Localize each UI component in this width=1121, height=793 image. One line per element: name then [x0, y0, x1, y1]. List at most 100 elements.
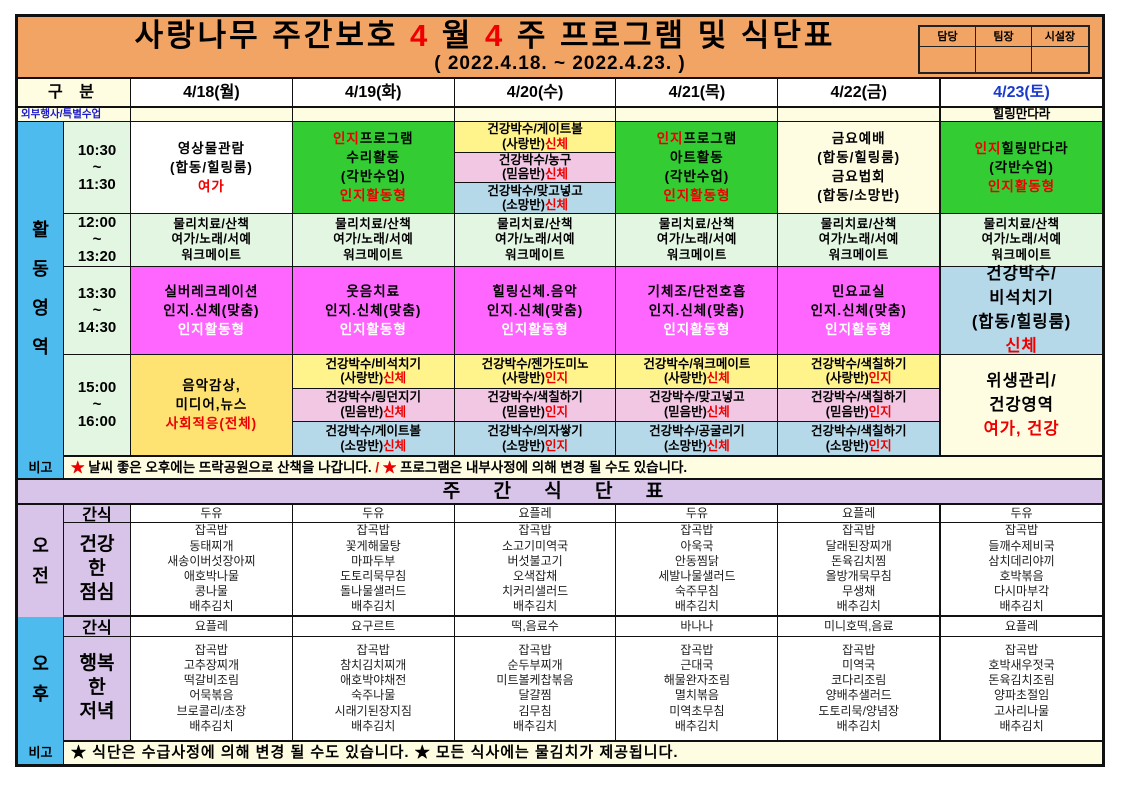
program-cell: 금요예배 (합동/힐링룸) 금요법회 (합동/소망반) [778, 121, 941, 213]
snack-label: 간식 [64, 504, 131, 524]
program-cell: 건강박수/비석치기 (사랑반)신체 건강박수/링던지기 (믿음반)신체 건강박수/게이트… [292, 354, 455, 455]
afternoon-menu-block: 오 후 간식 요플레 요구르트 떡,음료수 바나나 미니호떡,음료 요플레 행복… [18, 616, 1102, 742]
dinner-row: 행복 한 저녁 잡곡밥 고추장찌개 떡갈비조림 어묵볶음 브로콜리/초장 배추김… [64, 636, 1102, 742]
morning-menu-block: 오 전 간식 두유 두유 요플레 두유 요플레 두유 건강 한 점심 잡곡밥 동… [18, 504, 1102, 617]
program-cell: 건강박수/게이트볼 (사랑반)신체 건강박수/농구 (믿음반)신체 건강박수/맞고넣고(… [454, 121, 617, 213]
dinner-menu-cell: 잡곡밥 미역국 코다리조림 양배추샐러드 도토리묵/양념장 배추김치 [778, 636, 941, 740]
menu-section-title: 주 간 식 단 표 [18, 479, 1102, 505]
program-cell: 물리치료/산책 여가/노래/서예 워크메이트 [778, 213, 941, 266]
snack-label: 간식 [64, 616, 131, 637]
day-header-row: 구 분 4/18(월) 4/19(화) 4/20(수) 4/21(목) 4/22… [18, 78, 1102, 108]
program-cell: 위생관리/건강영역 여가, 건강 [940, 354, 1102, 455]
program-cell: 인지힐링만다라 (각반수업) 인지활동형 [940, 121, 1102, 213]
remark-label: 비고 [18, 741, 64, 765]
signoff-table: 담당 팀장 시설장 [918, 25, 1090, 74]
program-subcell: 건강박수/공굴리기 (소망반)신체 [616, 422, 778, 455]
lunch-menu-cell: 잡곡밥 동태찌개 새송이버섯장아찌 애호박나물 콩나물 배추김치 [131, 522, 293, 615]
dinner-menu-cell: 잡곡밥 참치김치찌개 애호박야채전 숙주나물 시래기된장지짐 배추김치 [292, 636, 455, 740]
snack-cell: 요플레 [131, 616, 293, 636]
program-cell: 영상물관람 (합동/힐링룸) 여가 [131, 121, 293, 213]
dinner-menu-cell: 잡곡밥 순두부찌개 미트볼케찹볶음 달걀찜 김무침 배추김치 [454, 636, 617, 740]
program-subcell: 건강박수/게이트볼 (소망반)신체 [292, 422, 454, 455]
dinner-menu-cell: 잡곡밥 고추장찌개 떡갈비조림 어묵볶음 브로콜리/초장 배추김치 [131, 636, 293, 740]
program-cell: 음악감상, 미디어,뉴스 사회적응(전체) [131, 354, 293, 455]
program-subcell: 건강박수/젠가도미노 (사랑반)인지 [454, 354, 616, 389]
activity-side-label: 활 동 영 역 [18, 121, 64, 457]
program-cell: 물리치료/산책 여가/노래/서예 워크메이트 [940, 213, 1102, 266]
date-range: ( 2022.4.18. ~ 2022.4.23. ) [434, 52, 686, 74]
snack-cell: 요플레 [778, 504, 941, 522]
program-subcell: 건강박수/맞고넣고 (믿음반)신체 [616, 388, 778, 423]
program-cell: 인지프로그램 아트활동 (각반수업) 인지활동형 [616, 121, 779, 213]
program-subcell: 건강박수/워크메이트 (사랑반)신체 [616, 354, 778, 389]
activity-row-1200: 12:00 ~ 13:20 물리치료/산책 여가/노래/서예 워크메이트 물리치료/… [64, 213, 1102, 267]
morning-side-label: 오 전 [18, 504, 64, 617]
signoff-blank-cell [976, 47, 1032, 72]
program-cell: 인지프로그램 수리활동 (각반수업) 인지활동형 [292, 121, 455, 213]
lunch-menu-cell: 잡곡밥 꽃게해물탕 마파두부 도토리묵무침 돌나물샐러드 배추김치 [292, 522, 455, 615]
time-slot: 10:30 ~ 11:30 [64, 121, 131, 213]
program-cell: 민요교실 인지.신체(맞춤) 인지활동형 [778, 266, 941, 354]
dinner-label: 행복 한 저녁 [64, 636, 131, 740]
special-events-label: 외부행사/특별수업 [18, 107, 131, 121]
page-title: 사랑나무 주간보호 4 월 4 주 프로그램 및 식단표 [134, 17, 836, 53]
day-header-mon: 4/18(월) [131, 78, 293, 106]
program-cell: 물리치료/산책 여가/노래/서예 워크메이트 [616, 213, 779, 266]
afternoon-side-label: 오 후 [18, 616, 64, 742]
program-subcell: 건강박수/의자쌓기 (소망반)인지 [454, 422, 616, 455]
program-subcell: 건강박수/색칠하기 (사랑반)인지 [778, 354, 940, 389]
weekly-schedule-sheet: 사랑나무 주간보호 4 월 4 주 프로그램 및 식단표 ( 2022.4.18… [15, 14, 1105, 767]
program-remark-text: ★ 날씨 좋은 오후에는 뜨락공원으로 산책을 나갑니다. / ★ 프로그램은 … [64, 456, 1102, 478]
snack-cell: 두유 [131, 504, 293, 522]
program-subcell: 건강박수/색칠하기 (믿음반)인지 [778, 388, 940, 423]
signoff-label-damdang: 담당 [920, 27, 976, 47]
signoff-label-siseoljang: 시설장 [1031, 27, 1088, 47]
program-subcell: 건강박수/농구 (믿음반)신체 [454, 152, 616, 184]
remark-label: 비고 [18, 456, 64, 478]
program-cell: 물리치료/산책 여가/노래/서예 워크메이트 [292, 213, 455, 266]
snack-cell: 미니호떡,음료 [778, 616, 941, 636]
lunch-menu-cell: 잡곡밥 아욱국 안동찜닭 세발나물샐러드 숙주무침 배추김치 [616, 522, 779, 615]
program-cell: 물리치료/산책 여가/노래/서예 워크메이트 [454, 213, 617, 266]
program-subcell: 건강박수/색칠하기 (믿음반)인지 [454, 388, 616, 423]
time-slot: 15:00 ~ 16:00 [64, 354, 131, 455]
day-header-sat: 4/23(토) [940, 78, 1102, 106]
program-subcell: 건강박수/색칠하기 (소망반)인지 [778, 422, 940, 455]
program-cell: 힐링신체.음악 인지.신체(맞춤) 인지활동형 [454, 266, 617, 354]
program-cell: 건강박수/젠가도미노 (사랑반)인지 건강박수/색칠하기 (믿음반)인지 건강박수/의자… [454, 354, 617, 455]
special-cell [616, 107, 779, 121]
day-header-tue: 4/19(화) [292, 78, 455, 106]
activity-row-1330: 13:30 ~ 14:30 실버레크레이션 인지.신체(맞춤) 인지활동형 웃음치료… [64, 265, 1102, 355]
program-cell: 실버레크레이션 인지.신체(맞춤) 인지활동형 [131, 266, 293, 354]
day-header-thu: 4/21(목) [616, 78, 779, 106]
signoff-label-teamjang: 팀장 [975, 27, 1032, 47]
snack-cell: 두유 [616, 504, 779, 522]
lunch-label: 건강 한 점심 [64, 522, 131, 615]
program-subcell: 건강박수/맞고넣고 (소망반)신체 [454, 183, 616, 213]
program-cell: 건강박수/비석치기 (합동/힐링룸) 신체 [940, 265, 1102, 355]
program-subcell: 건강박수/링던지기 (믿음반)신체 [292, 388, 454, 423]
activity-row-1030: 10:30 ~ 11:30 영상물관람 (합동/힐링룸) 여가 인지프로그램 수리활동… [64, 121, 1102, 214]
program-cell: 기체조/단전호흡 인지.신체(맞춤) 인지활동형 [616, 266, 779, 354]
special-cell [454, 107, 617, 121]
program-subcell: 건강박수/게이트볼 (사랑반)신체 [454, 121, 616, 153]
morning-snack-row: 간식 두유 두유 요플레 두유 요플레 두유 [64, 504, 1102, 524]
snack-cell: 떡,음료수 [454, 616, 617, 636]
special-cell [778, 107, 941, 121]
program-cell: 건강박수/워크메이트 (사랑반)신체 건강박수/맞고넣고 (믿음반)신체 건강박수/공굴… [616, 354, 779, 455]
lunch-menu-cell: 잡곡밥 달래된장찌개 돈육김치찜 올방개묵무침 무생채 배추김치 [778, 522, 941, 615]
dinner-menu-cell: 잡곡밥 근대국 해물완자조림 멸치볶음 미역초무침 배추김치 [616, 636, 779, 740]
menu-remark-row: 비고 ★ 식단은 수급사정에 의해 변경 될 수도 있습니다. ★ 모든 식사에… [18, 741, 1102, 765]
program-cell: 물리치료/산책 여가/노래/서예 워크메이트 [131, 213, 293, 266]
afternoon-snack-row: 간식 요플레 요구르트 떡,음료수 바나나 미니호떡,음료 요플레 [64, 616, 1102, 637]
snack-cell: 두유 [940, 504, 1102, 522]
special-cell [131, 107, 293, 121]
signoff-blank-cell [1032, 47, 1088, 72]
gubun-header: 구 분 [18, 78, 131, 106]
time-slot: 12:00 ~ 13:20 [64, 213, 131, 266]
program-cell: 건강박수/색칠하기 (사랑반)인지 건강박수/색칠하기 (믿음반)인지 건강박수/색칠하… [778, 354, 941, 455]
time-slot: 13:30 ~ 14:30 [64, 266, 131, 354]
menu-remark-text: ★ 식단은 수급사정에 의해 변경 될 수도 있습니다. ★ 모든 식사에는 물… [64, 741, 1102, 765]
program-subcell: 건강박수/비석치기 (사랑반)신체 [292, 354, 454, 389]
lunch-row: 건강 한 점심 잡곡밥 동태찌개 새송이버섯장아찌 애호박나물 콩나물 배추김치… [64, 522, 1102, 617]
